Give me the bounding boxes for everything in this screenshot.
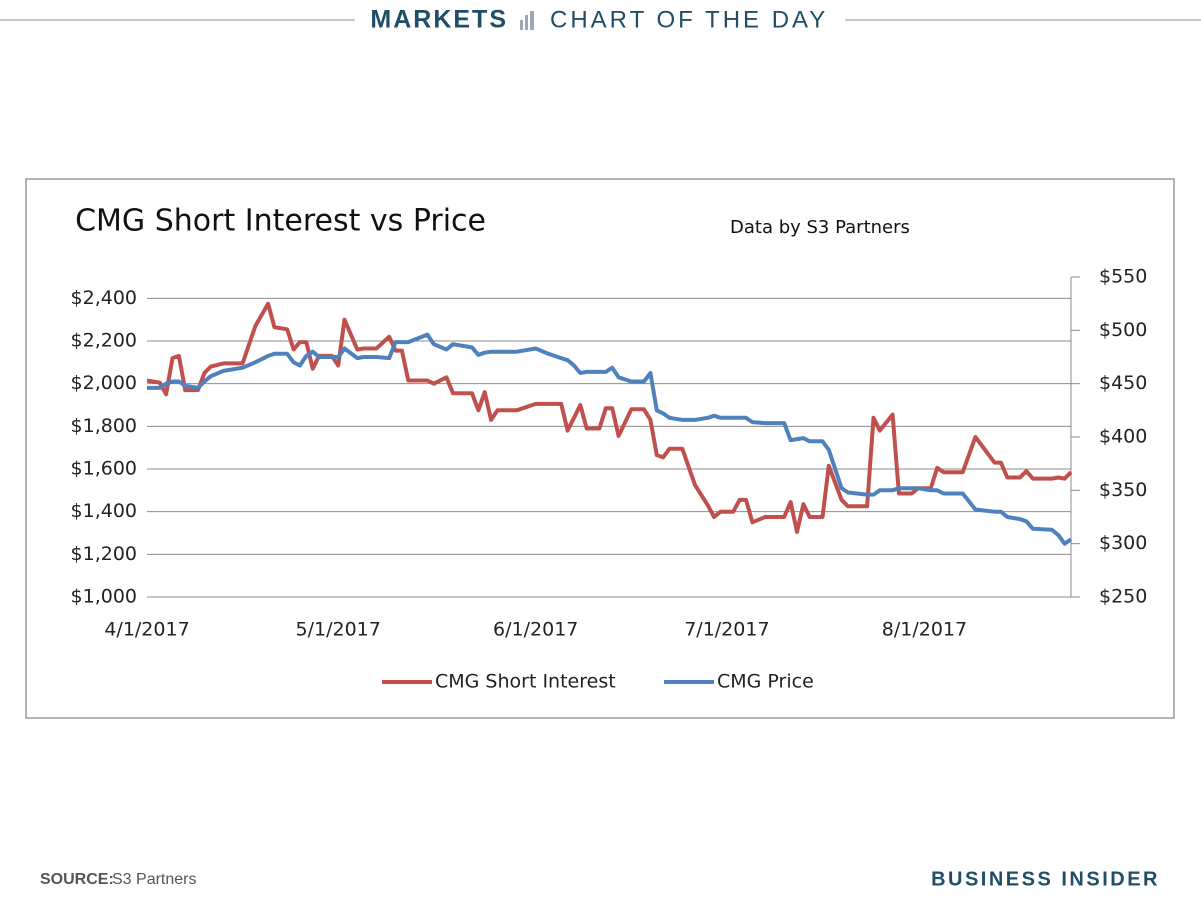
chart-title: CMG Short Interest vs Price [75, 204, 486, 239]
x-tick-label: 8/1/2017 [882, 619, 967, 641]
y-tick-label: $1,800 [71, 415, 137, 437]
y-tick-label: $2,000 [71, 372, 137, 394]
header-icon [520, 11, 534, 30]
header-backdrop [355, 4, 845, 38]
series-line [146, 301, 1073, 534]
plot: $1,000 $1,200 $1,400 $1,600 $1,800 $2,000 $2,2… [71, 266, 1148, 693]
y2-tick-label: $250 [1099, 586, 1147, 608]
y2-tick-label: $350 [1099, 479, 1147, 501]
x-tick-label: 5/1/2017 [296, 619, 381, 641]
source-label: SOURCE: [40, 871, 114, 888]
x-tick-label: 7/1/2017 [684, 619, 769, 641]
y2-tick-label: $550 [1099, 266, 1147, 288]
y2-tick-label: $500 [1099, 319, 1147, 341]
y-tick-label: $1,600 [71, 458, 137, 480]
y2-tick-label: $400 [1099, 426, 1147, 448]
x-tick-label: 6/1/2017 [493, 619, 578, 641]
chart-subtitle: Data by S3 Partners [730, 217, 910, 238]
y-tick-label: $1,000 [71, 586, 137, 608]
brand: BUSINESS INSIDER [931, 868, 1160, 890]
y-tick-label: $1,200 [71, 543, 137, 565]
source: S3 Partners [112, 871, 196, 888]
legend-label: CMG Price [717, 671, 814, 693]
chart-frame [25, 178, 1175, 719]
header-section: MARKETS [370, 6, 508, 34]
series-line [147, 332, 1073, 546]
legend-label: CMG Short Interest [435, 671, 616, 693]
x-tick-label: 4/1/2017 [104, 619, 189, 641]
header-title: CHART OF THE DAY [550, 6, 828, 33]
y-tick-label: $2,200 [71, 330, 137, 352]
y2-tick-label: $300 [1099, 532, 1147, 554]
y2-tick-label: $450 [1099, 372, 1147, 394]
y-tick-label: $1,400 [71, 500, 137, 522]
y-tick-label: $2,400 [71, 287, 137, 309]
